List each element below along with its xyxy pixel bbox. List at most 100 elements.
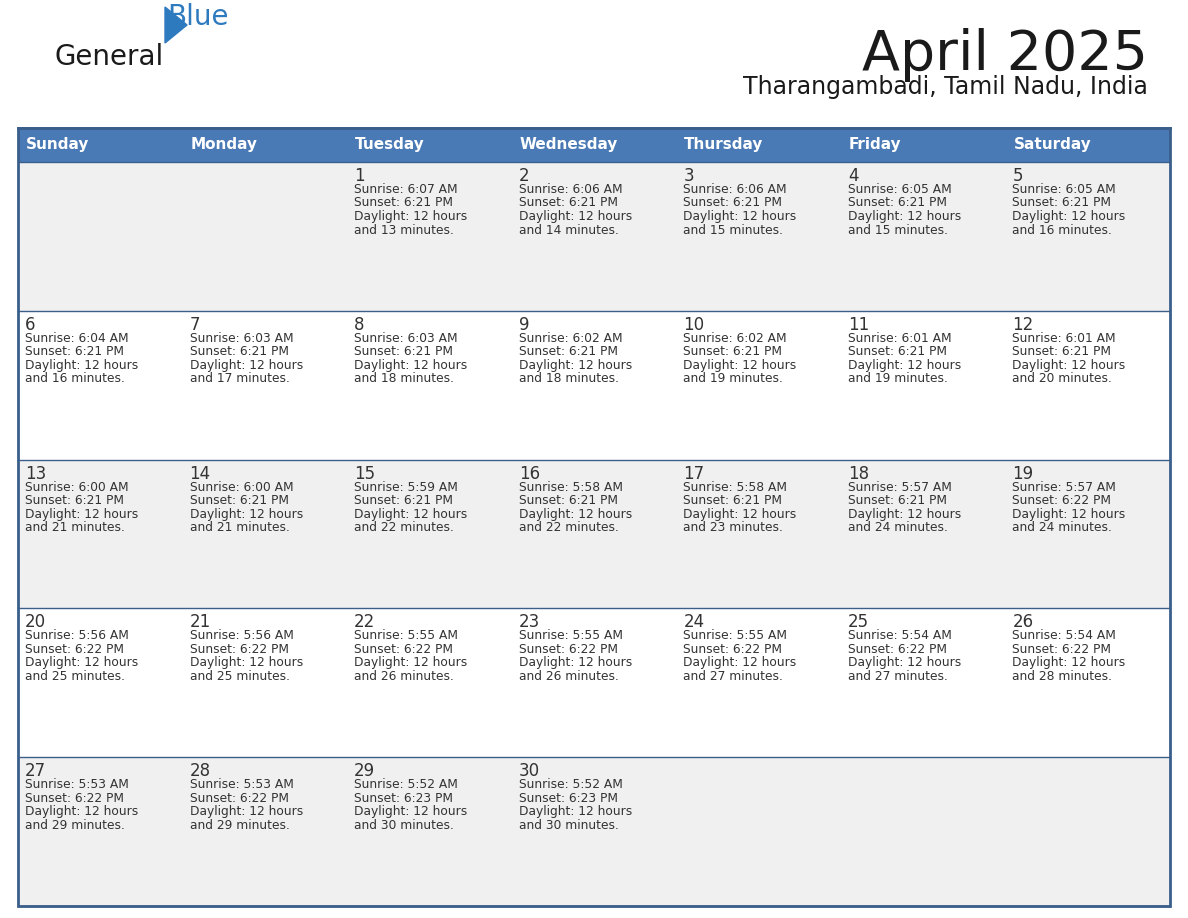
Text: Sunrise: 5:57 AM: Sunrise: 5:57 AM — [1012, 481, 1117, 494]
Text: Daylight: 12 hours: Daylight: 12 hours — [683, 359, 796, 372]
Text: Sunset: 6:21 PM: Sunset: 6:21 PM — [683, 494, 782, 507]
Text: Sunset: 6:21 PM: Sunset: 6:21 PM — [1012, 345, 1112, 358]
Bar — [1005, 311, 1170, 460]
Text: Sunrise: 5:55 AM: Sunrise: 5:55 AM — [519, 630, 623, 643]
Text: and 25 minutes.: and 25 minutes. — [25, 670, 125, 683]
Text: Sunset: 6:21 PM: Sunset: 6:21 PM — [519, 196, 618, 209]
Text: Sunset: 6:22 PM: Sunset: 6:22 PM — [25, 791, 124, 805]
Text: Sunset: 6:21 PM: Sunset: 6:21 PM — [25, 345, 124, 358]
Bar — [18, 128, 1170, 906]
Text: 4: 4 — [848, 167, 859, 185]
Bar — [183, 757, 347, 906]
Polygon shape — [165, 7, 187, 43]
Text: Daylight: 12 hours: Daylight: 12 hours — [848, 210, 961, 223]
Text: Sunset: 6:23 PM: Sunset: 6:23 PM — [519, 791, 618, 805]
Text: Sunrise: 6:04 AM: Sunrise: 6:04 AM — [25, 331, 128, 345]
Text: and 15 minutes.: and 15 minutes. — [848, 223, 948, 237]
Text: 18: 18 — [848, 465, 868, 483]
Text: Sunset: 6:21 PM: Sunset: 6:21 PM — [25, 494, 124, 507]
Text: Daylight: 12 hours: Daylight: 12 hours — [190, 656, 303, 669]
Text: Thursday: Thursday — [684, 138, 764, 152]
Bar — [183, 609, 347, 757]
Text: Sunrise: 6:06 AM: Sunrise: 6:06 AM — [519, 183, 623, 196]
Text: and 28 minutes.: and 28 minutes. — [1012, 670, 1112, 683]
Text: Daylight: 12 hours: Daylight: 12 hours — [519, 359, 632, 372]
Bar — [841, 311, 1005, 460]
Text: 5: 5 — [1012, 167, 1023, 185]
Text: Daylight: 12 hours: Daylight: 12 hours — [1012, 508, 1126, 521]
Text: Sunrise: 5:55 AM: Sunrise: 5:55 AM — [683, 630, 788, 643]
Text: and 29 minutes.: and 29 minutes. — [25, 819, 125, 832]
Bar — [1005, 460, 1170, 609]
Text: and 14 minutes.: and 14 minutes. — [519, 223, 619, 237]
Text: 12: 12 — [1012, 316, 1034, 334]
Text: Monday: Monday — [190, 138, 258, 152]
Bar — [183, 311, 347, 460]
Text: and 27 minutes.: and 27 minutes. — [683, 670, 783, 683]
Text: Sunset: 6:22 PM: Sunset: 6:22 PM — [190, 791, 289, 805]
Text: 15: 15 — [354, 465, 375, 483]
Bar — [512, 162, 676, 311]
Bar — [512, 757, 676, 906]
Text: Sunset: 6:21 PM: Sunset: 6:21 PM — [354, 345, 453, 358]
Text: Sunrise: 5:53 AM: Sunrise: 5:53 AM — [190, 778, 293, 791]
Text: Sunrise: 6:03 AM: Sunrise: 6:03 AM — [354, 331, 457, 345]
Text: and 19 minutes.: and 19 minutes. — [848, 373, 948, 386]
Text: Daylight: 12 hours: Daylight: 12 hours — [519, 210, 632, 223]
Text: Daylight: 12 hours: Daylight: 12 hours — [190, 359, 303, 372]
Text: and 26 minutes.: and 26 minutes. — [354, 670, 454, 683]
Text: Daylight: 12 hours: Daylight: 12 hours — [519, 805, 632, 818]
Text: Sunrise: 5:58 AM: Sunrise: 5:58 AM — [683, 481, 788, 494]
Text: and 25 minutes.: and 25 minutes. — [190, 670, 290, 683]
Text: Sunrise: 6:06 AM: Sunrise: 6:06 AM — [683, 183, 786, 196]
Text: 8: 8 — [354, 316, 365, 334]
Text: and 18 minutes.: and 18 minutes. — [354, 373, 454, 386]
Text: Daylight: 12 hours: Daylight: 12 hours — [1012, 359, 1126, 372]
Bar — [1005, 162, 1170, 311]
Text: 13: 13 — [25, 465, 46, 483]
Text: Friday: Friday — [849, 138, 902, 152]
Text: Daylight: 12 hours: Daylight: 12 hours — [848, 508, 961, 521]
Bar — [347, 609, 512, 757]
Text: Wednesday: Wednesday — [519, 138, 618, 152]
Text: Daylight: 12 hours: Daylight: 12 hours — [683, 508, 796, 521]
Text: 30: 30 — [519, 762, 539, 780]
Bar — [347, 460, 512, 609]
Text: Sunset: 6:21 PM: Sunset: 6:21 PM — [354, 494, 453, 507]
Text: Daylight: 12 hours: Daylight: 12 hours — [683, 656, 796, 669]
Bar — [18, 162, 183, 311]
Text: Daylight: 12 hours: Daylight: 12 hours — [519, 656, 632, 669]
Bar — [512, 609, 676, 757]
Text: Sunrise: 5:54 AM: Sunrise: 5:54 AM — [848, 630, 952, 643]
Bar — [183, 162, 347, 311]
Bar — [1005, 609, 1170, 757]
Bar — [676, 609, 841, 757]
Text: Sunset: 6:22 PM: Sunset: 6:22 PM — [848, 643, 947, 655]
Text: Sunset: 6:21 PM: Sunset: 6:21 PM — [519, 494, 618, 507]
Bar — [676, 460, 841, 609]
Text: Daylight: 12 hours: Daylight: 12 hours — [25, 359, 138, 372]
Text: and 30 minutes.: and 30 minutes. — [354, 819, 454, 832]
Text: Sunset: 6:22 PM: Sunset: 6:22 PM — [683, 643, 782, 655]
Text: Daylight: 12 hours: Daylight: 12 hours — [848, 656, 961, 669]
Text: Saturday: Saturday — [1013, 138, 1092, 152]
Text: 16: 16 — [519, 465, 539, 483]
Text: Sunset: 6:21 PM: Sunset: 6:21 PM — [1012, 196, 1112, 209]
Text: 21: 21 — [190, 613, 210, 632]
Bar — [512, 311, 676, 460]
Text: 22: 22 — [354, 613, 375, 632]
Bar — [347, 162, 512, 311]
Text: 28: 28 — [190, 762, 210, 780]
Bar — [512, 460, 676, 609]
Text: Daylight: 12 hours: Daylight: 12 hours — [683, 210, 796, 223]
Bar — [183, 460, 347, 609]
Text: Daylight: 12 hours: Daylight: 12 hours — [190, 805, 303, 818]
Text: and 18 minutes.: and 18 minutes. — [519, 373, 619, 386]
Text: and 21 minutes.: and 21 minutes. — [25, 521, 125, 534]
Bar — [347, 311, 512, 460]
Text: April 2025: April 2025 — [862, 28, 1148, 82]
Bar — [841, 460, 1005, 609]
Text: and 21 minutes.: and 21 minutes. — [190, 521, 290, 534]
Text: and 22 minutes.: and 22 minutes. — [519, 521, 619, 534]
Bar — [18, 757, 183, 906]
